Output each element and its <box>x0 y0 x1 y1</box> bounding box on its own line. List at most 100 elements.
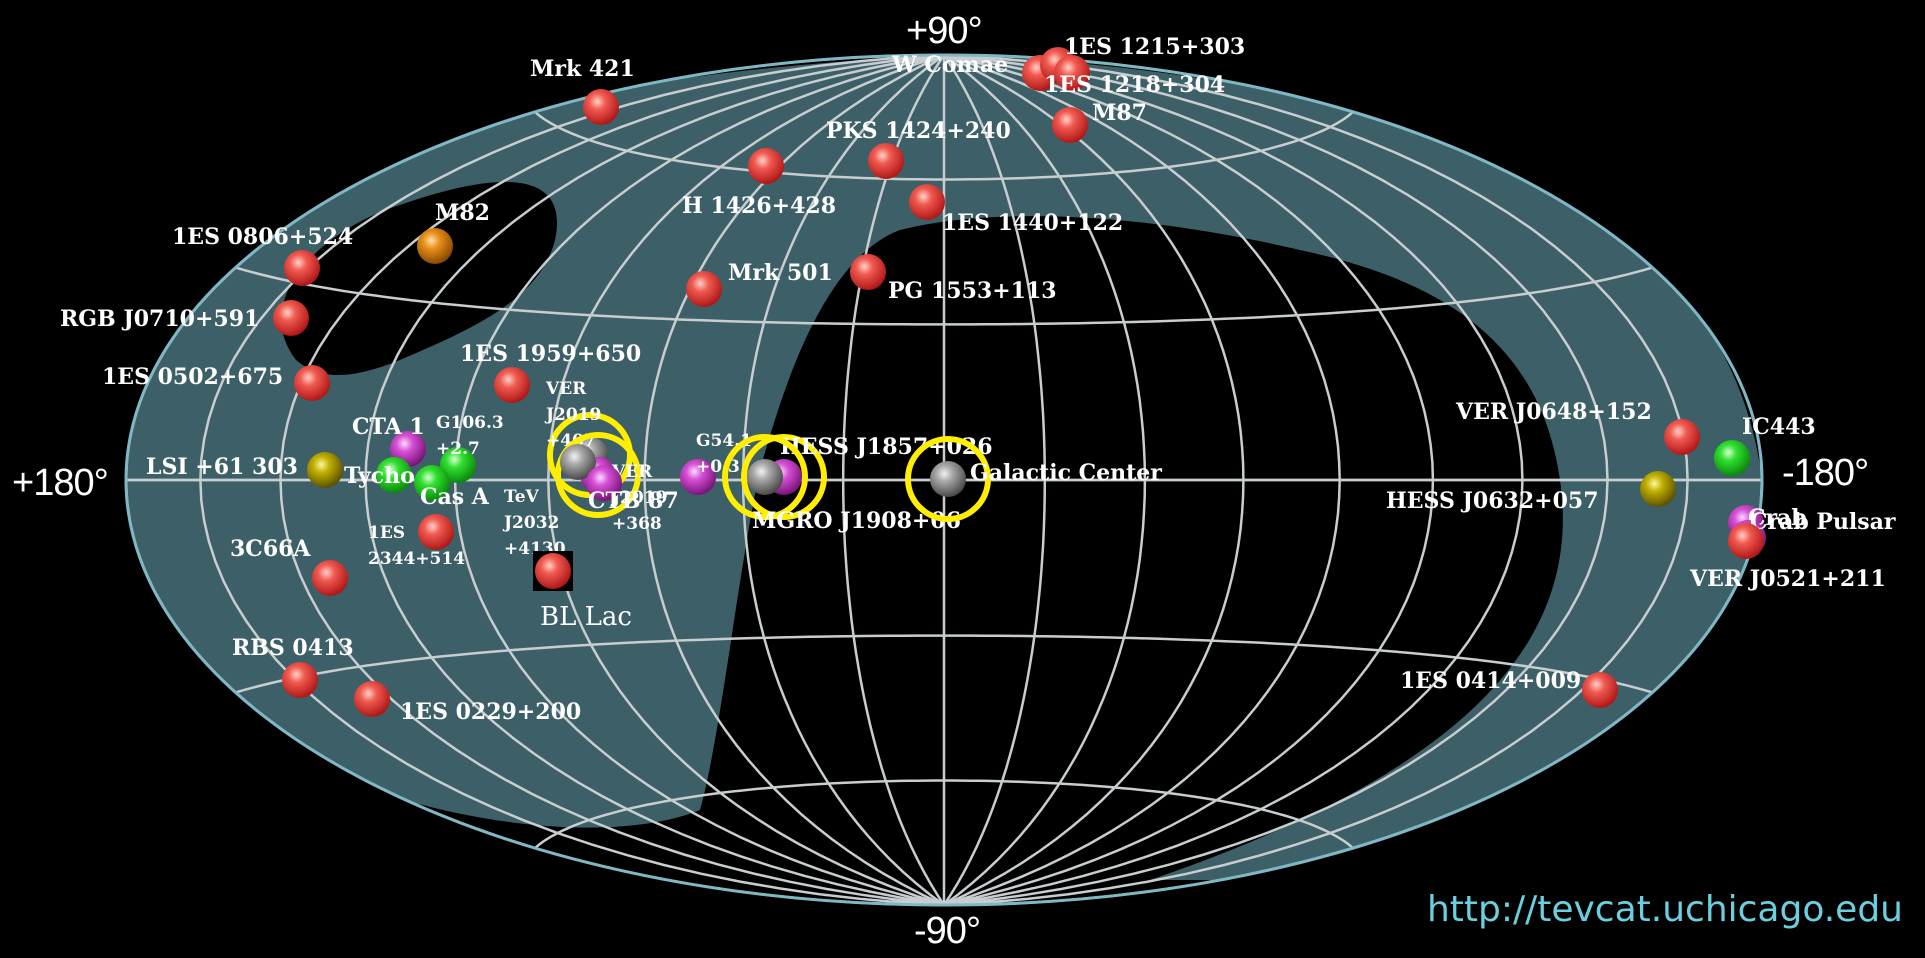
source-label: 1ES 1218+304 <box>1044 72 1225 98</box>
source-label: 3C66A <box>230 536 311 562</box>
source-label: Crab Pulsar <box>1750 509 1896 535</box>
red-source-dot[interactable] <box>1054 55 1090 91</box>
source-marker[interactable]: PG 1553+113 <box>850 254 1057 304</box>
green-source-dot[interactable] <box>1714 440 1750 476</box>
magenta-source-dot[interactable] <box>680 459 716 495</box>
source-label: RGB J0710+591 <box>60 306 259 332</box>
gray-source-dot[interactable] <box>747 459 783 495</box>
source-marker[interactable]: 1ES 1959+650 <box>460 341 641 403</box>
green-source-dot[interactable] <box>414 465 450 501</box>
red-source-dot[interactable] <box>294 365 330 401</box>
source-marker[interactable]: 1ES 0229+200 <box>354 681 581 725</box>
source-label: BL Lac <box>540 602 632 632</box>
yellow-source-dot[interactable] <box>1640 471 1676 507</box>
magenta-source-dot[interactable] <box>586 465 622 501</box>
source-label: 1ES 1440+122 <box>942 210 1123 236</box>
source-label: 1ES 1215+303 <box>1064 34 1245 60</box>
source-marker[interactable]: M82 <box>417 200 490 264</box>
source-marker[interactable]: Cas A <box>414 465 490 510</box>
source-marker[interactable]: VER J0648+152 <box>1455 399 1700 455</box>
red-source-dot[interactable] <box>1728 523 1764 559</box>
source-marker[interactable]: HESS J0632+057 <box>1386 471 1676 514</box>
axis-label-left: +180° <box>12 462 109 504</box>
source-label: IC443 <box>1742 414 1816 440</box>
source-label: H 1426+428 <box>682 193 836 219</box>
source-marker[interactable]: LSI +61 303 <box>146 452 343 488</box>
source-marker[interactable]: 1ES 0806+524 <box>172 224 353 286</box>
source-marker[interactable]: RGB J0710+591 <box>60 300 309 336</box>
axis-label-bottom: -90° <box>914 910 981 952</box>
parallel-line <box>235 266 1653 326</box>
source-label: Galactic Center <box>970 460 1162 486</box>
source-label: 1ES 0414+009 <box>1400 668 1581 694</box>
source-marker[interactable]: 1ES 0502+675 <box>102 364 330 401</box>
source-marker[interactable]: W Comae <box>891 52 1058 91</box>
source-marker[interactable]: H 1426+428 <box>682 148 836 219</box>
axis-label-top: +90° <box>906 10 983 52</box>
source-marker[interactable]: BL Lac <box>533 551 632 632</box>
green-source-dot[interactable] <box>376 457 412 493</box>
source-marker[interactable]: 1ES 1218+304 <box>1044 55 1225 98</box>
red-source-dot[interactable] <box>1664 419 1700 455</box>
source-marker[interactable]: IC443 <box>1714 414 1816 476</box>
source-marker[interactable]: 3C66A <box>230 536 348 596</box>
source-url[interactable]: http://tevcat.uchicago.edu <box>1426 889 1903 930</box>
source-marker[interactable]: G106.3 +2.7 <box>436 413 504 483</box>
parallel-line <box>534 779 1354 850</box>
source-label: VER J0521+211 <box>1689 566 1886 592</box>
source-marker[interactable]: VER J0521+211 <box>1689 523 1886 592</box>
source-label: Mrk 501 <box>728 260 833 286</box>
source-label: 1ES 1959+650 <box>460 341 641 367</box>
source-marker[interactable]: 1ES 2344+514 <box>368 514 465 569</box>
red-source-dot[interactable] <box>312 560 348 596</box>
source-marker[interactable]: 1ES 1440+122 <box>909 184 1123 236</box>
source-marker[interactable]: Tycho <box>344 457 415 493</box>
red-source-dot[interactable] <box>282 662 318 698</box>
axis-label-right: -180° <box>1782 452 1869 494</box>
source-marker[interactable]: MGRO J1908+06 <box>722 434 961 534</box>
red-source-dot[interactable] <box>418 514 454 550</box>
highlight-ring <box>722 434 808 520</box>
red-source-dot[interactable] <box>868 143 904 179</box>
red-source-dot[interactable] <box>1582 672 1618 708</box>
source-marker[interactable]: CTB 87 <box>586 465 679 514</box>
green-source-dot[interactable] <box>440 447 476 483</box>
red-source-dot[interactable] <box>284 250 320 286</box>
source-marker[interactable]: Mrk 501 <box>686 260 833 307</box>
source-label: VER J2019 +368 <box>610 462 667 534</box>
source-label: Mrk 421 <box>530 56 635 82</box>
parallel-line <box>534 110 1354 181</box>
source-label: M82 <box>435 200 490 226</box>
source-label: W Comae <box>891 52 1008 78</box>
red-source-dot[interactable] <box>583 89 619 125</box>
source-marker[interactable]: Mrk 421 <box>530 56 635 125</box>
gray-source-dot[interactable] <box>930 461 966 497</box>
source-label: 1ES 0229+200 <box>400 699 581 725</box>
red-source-dot[interactable] <box>686 271 722 307</box>
gray-source-dot[interactable] <box>560 444 596 480</box>
source-marker[interactable]: 1ES 0414+009 <box>1400 668 1618 708</box>
yellow-source-dot[interactable] <box>307 452 343 488</box>
orange-source-dot[interactable] <box>417 228 453 264</box>
source-label: RBS 0413 <box>232 635 354 661</box>
source-label: Cas A <box>420 484 490 510</box>
red-source-dot[interactable] <box>273 300 309 336</box>
red-source-dot[interactable] <box>494 367 530 403</box>
source-marker[interactable]: M87 <box>1052 100 1147 143</box>
source-label: 1ES 0806+524 <box>172 224 353 250</box>
source-label: CTA 1 <box>352 414 425 440</box>
red-source-dot[interactable] <box>909 184 945 220</box>
red-source-dot[interactable] <box>535 553 571 589</box>
source-marker[interactable]: PKS 1424+240 <box>826 118 1011 179</box>
red-source-dot[interactable] <box>354 681 390 717</box>
red-source-dot[interactable] <box>748 148 784 184</box>
red-source-dot[interactable] <box>850 254 886 290</box>
source-marker[interactable]: Galactic Center <box>905 436 1162 522</box>
highlight-ring <box>905 436 991 522</box>
red-source-dot[interactable] <box>1052 107 1088 143</box>
source-marker[interactable]: RBS 0413 <box>232 635 354 698</box>
source-label: G106.3 +2.7 <box>436 413 504 459</box>
source-label: CTB 87 <box>588 488 679 514</box>
